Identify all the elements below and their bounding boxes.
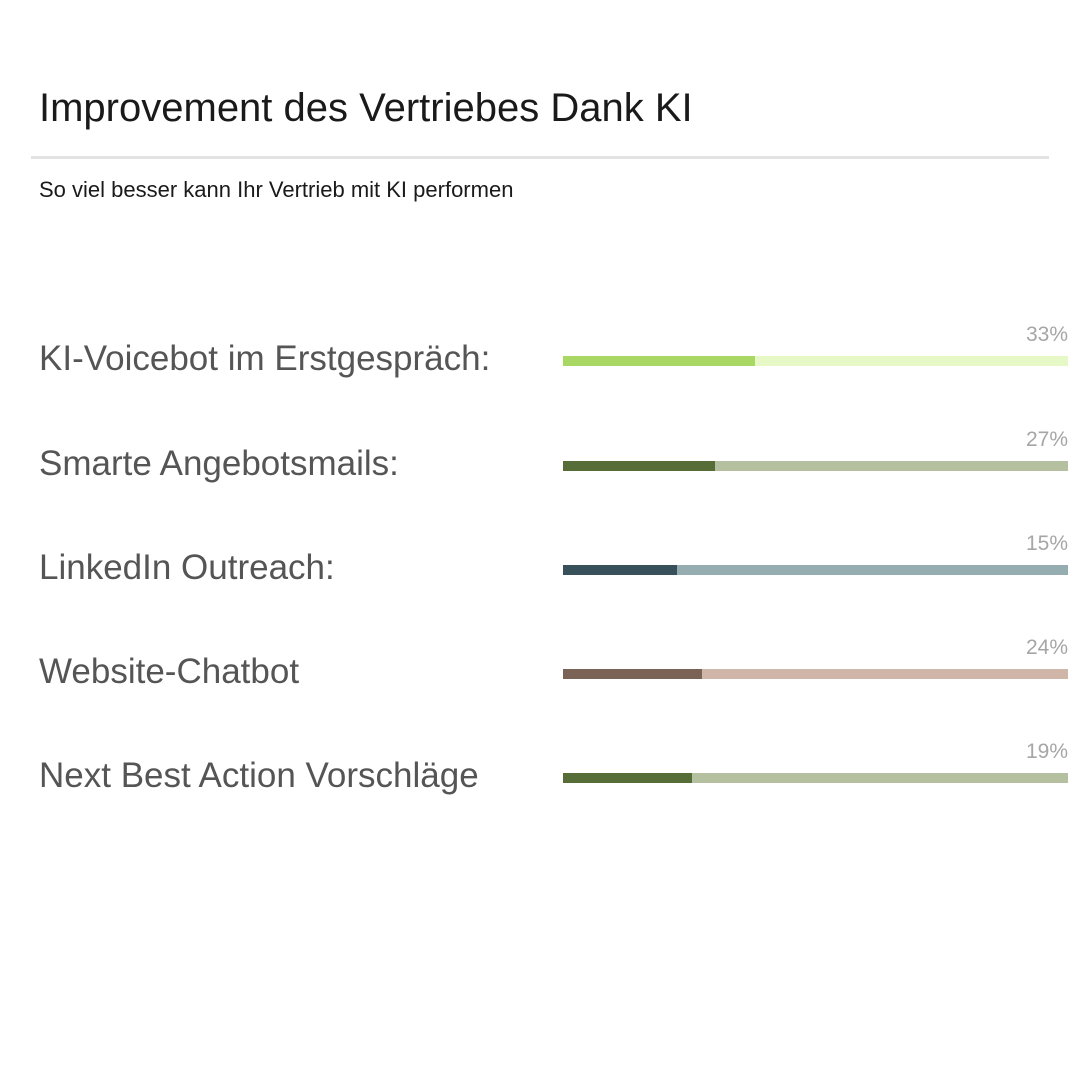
bar-fill — [563, 565, 677, 575]
bar-fill — [563, 669, 702, 679]
page-title: Improvement des Vertriebes Dank KI — [39, 86, 693, 130]
bar-value-label: 19% — [1025, 740, 1068, 763]
bar-value-label: 33% — [1025, 323, 1068, 346]
bar-row: Next Best Action Vorschläge 19% — [0, 740, 1080, 820]
bar-value-label: 15% — [1025, 532, 1068, 555]
title-divider — [31, 156, 1049, 159]
bar-label: KI-Voicebot im Erstgespräch: — [39, 339, 491, 378]
bar-fill — [563, 356, 755, 366]
bar-fill — [563, 461, 715, 471]
bar-label: Website-Chatbot — [39, 652, 300, 691]
bar-track — [563, 356, 1068, 366]
page-subtitle: So viel besser kann Ihr Vertrieb mit KI … — [39, 177, 514, 202]
bar-row: Website-Chatbot 24% — [0, 636, 1080, 716]
bar-track — [563, 669, 1068, 679]
bar-track — [563, 565, 1068, 575]
bar-row: LinkedIn Outreach: 15% — [0, 532, 1080, 612]
bar-track — [563, 773, 1068, 783]
bar-row: KI-Voicebot im Erstgespräch: 33% — [0, 323, 1080, 403]
bar-label: Next Best Action Vorschläge — [39, 756, 479, 795]
bar-label: LinkedIn Outreach: — [39, 548, 335, 587]
bar-value-label: 27% — [1025, 428, 1068, 451]
bar-label: Smarte Angebotsmails: — [39, 444, 399, 483]
bar-row: Smarte Angebotsmails: 27% — [0, 428, 1080, 508]
bar-value-label: 24% — [1025, 636, 1068, 659]
bar-track — [563, 461, 1068, 471]
bar-fill — [563, 773, 692, 783]
